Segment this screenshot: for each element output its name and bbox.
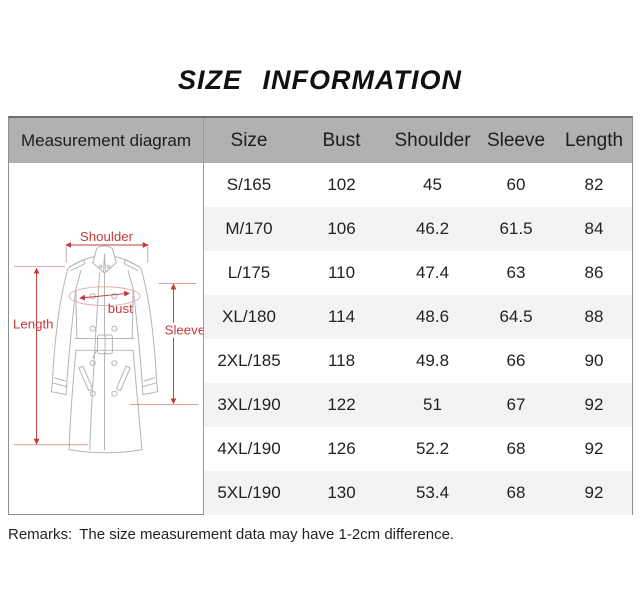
size-table-body: S/165 102 45 60 82 M/170 106 46.2 61.5 84 L/175 110… <box>204 163 632 515</box>
cell-length: 84 <box>584 219 604 238</box>
diagram-label-length: Length <box>13 317 54 332</box>
cell-sleeve: 66 <box>506 351 526 370</box>
diagram-label-shoulder: Shoulder <box>80 229 134 244</box>
measurement-diagram-column: Measurement diagram <box>9 118 204 514</box>
cell-bust: 126 <box>327 439 356 458</box>
cell-size: 4XL/190 <box>217 439 281 458</box>
column-header-length: Length <box>556 118 632 163</box>
table-row: 3XL/190 122 51 67 92 <box>204 383 632 427</box>
table-row: M/170 106 46.2 61.5 84 <box>204 207 632 251</box>
column-header-sleeve: Sleeve <box>476 118 556 163</box>
table-row: S/165 102 45 60 82 <box>204 163 632 207</box>
cell-length: 88 <box>584 307 604 326</box>
size-data-column: Size Bust Shoulder Sleeve Length S/165 10… <box>204 118 632 515</box>
cell-size: XL/180 <box>222 307 276 326</box>
cell-bust: 118 <box>327 351 356 370</box>
cell-size: M/170 <box>225 219 273 238</box>
column-header-shoulder: Shoulder <box>389 118 476 163</box>
cell-sleeve: 68 <box>506 483 526 502</box>
cell-length: 92 <box>584 395 604 414</box>
cell-sleeve: 68 <box>506 439 526 458</box>
remarks: Remarks: The size measurement data may ha… <box>8 526 640 543</box>
table-row: L/175 110 47.4 63 86 <box>204 251 632 295</box>
remarks-label: Remarks: <box>8 526 73 543</box>
cell-shoulder: 46.2 <box>415 219 450 238</box>
cell-shoulder: 51 <box>423 395 442 414</box>
table-row: 5XL/190 130 53.4 68 92 <box>204 471 632 515</box>
cell-sleeve: 61.5 <box>499 219 533 238</box>
trench-coat-diagram: Shoulder Length Sleeve bust <box>13 229 203 454</box>
cell-length: 92 <box>584 439 604 458</box>
cell-length: 82 <box>584 175 604 194</box>
cell-bust: 106 <box>327 219 356 238</box>
cell-shoulder: 49.8 <box>415 351 450 370</box>
cell-length: 86 <box>584 263 604 282</box>
cell-sleeve: 67 <box>506 395 526 414</box>
cell-bust: 122 <box>327 395 356 414</box>
page-title: SIZE INFORMATION <box>178 65 462 95</box>
column-header-size: Size <box>204 118 294 163</box>
cell-size: 3XL/190 <box>217 395 281 414</box>
diagram-label-bust: bust <box>108 301 133 316</box>
cell-size: L/175 <box>227 263 271 282</box>
cell-size: 5XL/190 <box>217 483 281 502</box>
bust-arrow <box>79 290 130 301</box>
cell-length: 92 <box>584 483 604 502</box>
cell-size: S/165 <box>226 175 272 194</box>
column-header-bust: Bust <box>294 118 389 163</box>
cell-shoulder: 45 <box>423 175 442 194</box>
sleeve-label-bg <box>161 322 203 338</box>
coat-outline <box>50 245 159 454</box>
cell-shoulder: 53.4 <box>415 483 450 502</box>
measurement-diagram: Shoulder Length Sleeve bust <box>9 163 203 514</box>
table-row: 4XL/190 126 52.2 68 92 <box>204 427 632 471</box>
cell-sleeve: 64.5 <box>499 307 533 326</box>
remarks-text: The size measurement data may have 1-2cm… <box>79 526 455 543</box>
size-table-container: Measurement diagram <box>8 116 633 515</box>
cell-bust: 114 <box>327 307 356 326</box>
size-table-header: Size Bust Shoulder Sleeve Length <box>204 118 632 163</box>
diagram-label-sleeve: Sleeve <box>165 323 203 338</box>
cell-bust: 130 <box>327 483 356 502</box>
cell-size: 2XL/185 <box>217 351 281 370</box>
table-row: 2XL/185 118 49.8 66 90 <box>204 339 632 383</box>
column-header-measurement-diagram: Measurement diagram <box>9 118 203 163</box>
cell-shoulder: 48.6 <box>415 307 450 326</box>
cell-bust: 110 <box>327 263 356 282</box>
cell-bust: 102 <box>327 175 356 194</box>
cell-sleeve: 63 <box>506 263 526 282</box>
cell-shoulder: 47.4 <box>415 263 450 282</box>
cell-shoulder: 52.2 <box>415 439 450 458</box>
table-row: XL/180 114 48.6 64.5 88 <box>204 295 632 339</box>
size-table: Size Bust Shoulder Sleeve Length S/165 10… <box>204 118 632 515</box>
bust-ellipse <box>68 286 141 306</box>
cell-sleeve: 60 <box>506 175 526 194</box>
measurement-annotations <box>13 241 199 446</box>
cell-length: 90 <box>584 351 604 370</box>
